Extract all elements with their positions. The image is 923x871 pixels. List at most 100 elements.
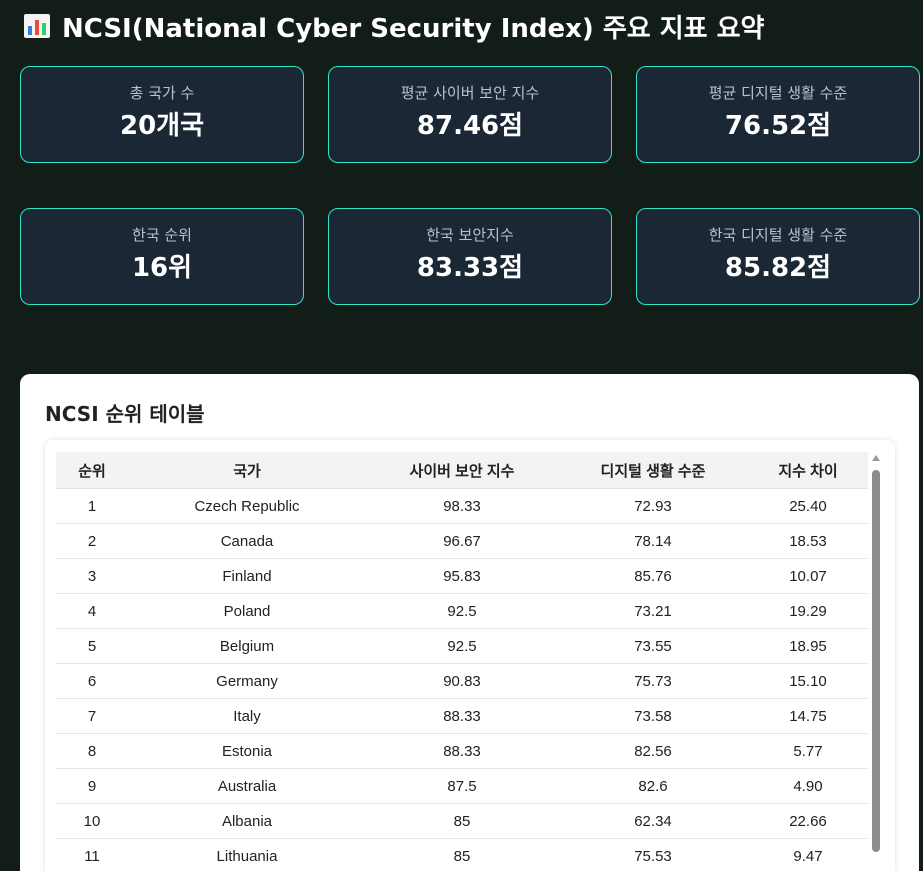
cell-country: Czech Republic (128, 488, 366, 524)
cell-index-difference: 9.47 (748, 838, 868, 871)
scroll-up-arrow-icon[interactable] (872, 455, 880, 461)
cell-index-difference: 14.75 (748, 698, 868, 734)
cell-cyber-security: 87.5 (366, 768, 558, 804)
card-value: 85.82점 (724, 253, 832, 283)
page-title-text: NCSI(National Cyber Security Index) 주요 지… (62, 13, 765, 44)
cell-digital-life: 73.21 (558, 593, 748, 629)
cell-digital-life: 72.93 (558, 488, 748, 524)
cell-rank: 10 (56, 803, 128, 839)
cell-country: Belgium (128, 628, 366, 664)
cell-country: Australia (128, 768, 366, 804)
cell-country: Poland (128, 593, 366, 629)
cell-digital-life: 75.53 (558, 838, 748, 871)
cell-cyber-security: 88.33 (366, 733, 558, 769)
table-header-row: 순위 국가 사이버 보안 지수 디지털 생활 수준 지수 차이 (56, 452, 868, 489)
scrollbar-thumb[interactable] (872, 470, 880, 852)
card-value: 76.52점 (724, 111, 832, 141)
cell-digital-life: 75.73 (558, 663, 748, 699)
cell-cyber-security: 85 (366, 803, 558, 839)
cell-cyber-security: 92.5 (366, 593, 558, 629)
cell-country: Germany (128, 663, 366, 699)
ranking-table-title: NCSI 순위 테이블 (45, 402, 205, 426)
cell-index-difference: 15.10 (748, 663, 868, 699)
table-row: 3 Finland 95.83 85.76 10.07 (56, 558, 868, 594)
table-row: 9 Australia 87.5 82.6 4.90 (56, 768, 868, 804)
cell-country: Albania (128, 803, 366, 839)
summary-cards: 총 국가 수 20개국 평균 사이버 보안 지수 87.46점 평균 디지털 생… (20, 66, 920, 305)
cell-index-difference: 10.07 (748, 558, 868, 594)
card-label: 한국 보안지수 (426, 226, 514, 244)
table-row: 6 Germany 90.83 75.73 15.10 (56, 663, 868, 699)
cell-index-difference: 4.90 (748, 768, 868, 804)
header-digital-life[interactable]: 디지털 생활 수준 (558, 452, 748, 489)
ranking-table: 순위 국가 사이버 보안 지수 디지털 생활 수준 지수 차이 1 Czech R… (56, 452, 868, 871)
card-label: 평균 디지털 생활 수준 (708, 84, 848, 102)
cell-cyber-security: 98.33 (366, 488, 558, 524)
card-label: 평균 사이버 보안 지수 (400, 84, 540, 102)
cell-digital-life: 85.76 (558, 558, 748, 594)
card-label: 한국 순위 (132, 226, 192, 244)
cell-index-difference: 22.66 (748, 803, 868, 839)
card-value: 20개국 (119, 111, 205, 141)
cell-rank: 1 (56, 488, 128, 524)
card-korea-rank: 한국 순위 16위 (20, 208, 304, 305)
cell-rank: 5 (56, 628, 128, 664)
header-cyber-security[interactable]: 사이버 보안 지수 (366, 452, 558, 489)
cell-rank: 11 (56, 838, 128, 871)
card-label: 총 국가 수 (129, 84, 195, 102)
cell-index-difference: 25.40 (748, 488, 868, 524)
header-country[interactable]: 국가 (128, 452, 366, 489)
cell-cyber-security: 96.67 (366, 523, 558, 559)
table-row: 5 Belgium 92.5 73.55 18.95 (56, 628, 868, 664)
cell-cyber-security: 88.33 (366, 698, 558, 734)
page-title: NCSI(National Cyber Security Index) 주요 지… (24, 8, 764, 44)
card-value: 83.33점 (416, 253, 524, 283)
cell-cyber-security: 90.83 (366, 663, 558, 699)
cell-rank: 9 (56, 768, 128, 804)
card-label: 한국 디지털 생활 수준 (708, 226, 848, 244)
cell-digital-life: 82.6 (558, 768, 748, 804)
card-avg-digital-life: 평균 디지털 생활 수준 76.52점 (636, 66, 920, 163)
header-rank[interactable]: 순위 (56, 452, 128, 489)
table-body: 1 Czech Republic 98.33 72.93 25.40 2 Canada 96.… (56, 488, 868, 871)
cell-rank: 6 (56, 663, 128, 699)
table-row: 4 Poland 92.5 73.21 19.29 (56, 593, 868, 629)
card-total-countries: 총 국가 수 20개국 (20, 66, 304, 163)
cell-country: Italy (128, 698, 366, 734)
cell-rank: 7 (56, 698, 128, 734)
cell-digital-life: 62.34 (558, 803, 748, 839)
card-value: 16위 (131, 253, 193, 283)
card-korea-security: 한국 보안지수 83.33점 (328, 208, 612, 305)
table-row: 1 Czech Republic 98.33 72.93 25.40 (56, 488, 868, 524)
card-korea-digital-life: 한국 디지털 생활 수준 85.82점 (636, 208, 920, 305)
table-row: 11 Lithuania 85 75.53 9.47 (56, 838, 868, 871)
cell-digital-life: 82.56 (558, 733, 748, 769)
cell-index-difference: 19.29 (748, 593, 868, 629)
table-row: 8 Estonia 88.33 82.56 5.77 (56, 733, 868, 769)
cell-digital-life: 73.58 (558, 698, 748, 734)
cell-index-difference: 18.53 (748, 523, 868, 559)
table-row: 2 Canada 96.67 78.14 18.53 (56, 523, 868, 559)
cell-cyber-security: 92.5 (366, 628, 558, 664)
cell-rank: 2 (56, 523, 128, 559)
cell-index-difference: 5.77 (748, 733, 868, 769)
cell-index-difference: 18.95 (748, 628, 868, 664)
cell-cyber-security: 85 (366, 838, 558, 871)
cell-rank: 4 (56, 593, 128, 629)
cell-cyber-security: 95.83 (366, 558, 558, 594)
cell-digital-life: 73.55 (558, 628, 748, 664)
card-value: 87.46점 (416, 111, 524, 141)
cell-rank: 8 (56, 733, 128, 769)
header-index-difference[interactable]: 지수 차이 (748, 452, 868, 489)
table-row: 7 Italy 88.33 73.58 14.75 (56, 698, 868, 734)
cell-digital-life: 78.14 (558, 523, 748, 559)
table-row: 10 Albania 85 62.34 22.66 (56, 803, 868, 839)
cell-country: Canada (128, 523, 366, 559)
cell-country: Finland (128, 558, 366, 594)
bar-chart-icon (24, 14, 50, 38)
cell-country: Lithuania (128, 838, 366, 871)
cell-country: Estonia (128, 733, 366, 769)
cell-rank: 3 (56, 558, 128, 594)
ranking-table-container[interactable]: 순위 국가 사이버 보안 지수 디지털 생활 수준 지수 차이 1 Czech R… (45, 440, 895, 871)
card-avg-cyber-security: 평균 사이버 보안 지수 87.46점 (328, 66, 612, 163)
